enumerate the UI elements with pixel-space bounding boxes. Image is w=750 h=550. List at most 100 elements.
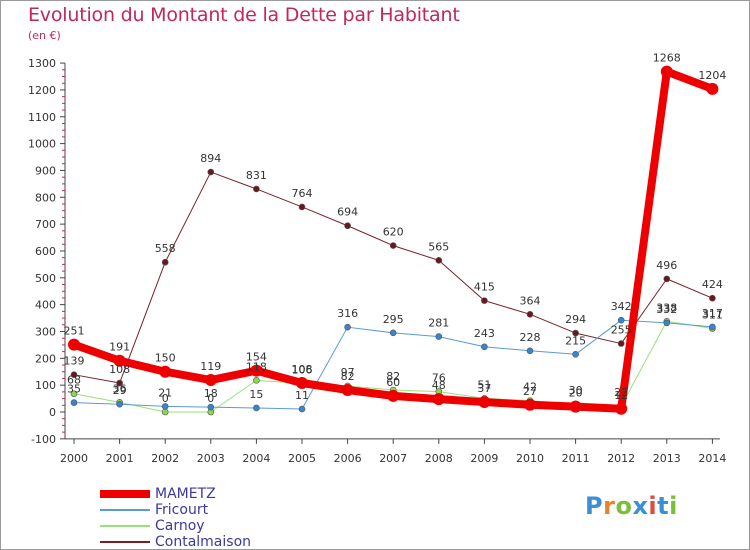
- data-label: 82: [386, 370, 400, 383]
- data-point: [387, 389, 400, 402]
- data-label: 342: [611, 300, 632, 313]
- x-tick-label: 2011: [562, 452, 590, 465]
- data-point: [481, 343, 488, 351]
- data-point: [161, 408, 169, 416]
- data-point: [298, 203, 306, 211]
- logo-letter: P: [585, 492, 604, 520]
- x-tick-label: 2006: [334, 452, 362, 465]
- data-label: 22: [614, 386, 628, 399]
- x-tick-label: 2001: [106, 452, 134, 465]
- data-label: 42: [523, 381, 537, 394]
- data-point: [617, 316, 625, 324]
- data-label: 364: [520, 294, 541, 307]
- data-label: 311: [702, 309, 723, 322]
- logo-letter: r: [603, 492, 616, 520]
- data-point: [572, 350, 579, 358]
- x-tick-label: 2013: [653, 452, 681, 465]
- data-label: 496: [656, 259, 677, 272]
- data-point: [116, 379, 123, 387]
- data-label: 332: [656, 303, 677, 316]
- data-label: 764: [292, 187, 313, 200]
- data-label: 620: [383, 226, 404, 239]
- data-label: 424: [702, 278, 723, 291]
- data-point: [481, 297, 488, 304]
- data-point: [298, 405, 306, 413]
- data-point: [341, 383, 354, 396]
- data-point: [617, 340, 625, 347]
- data-label: 1268: [653, 52, 681, 65]
- data-point: [709, 323, 716, 331]
- data-point: [663, 319, 671, 327]
- data-label: 565: [428, 240, 449, 253]
- x-tick-label: 2007: [379, 452, 407, 465]
- logo-letter: o: [615, 492, 633, 520]
- data-point: [709, 294, 716, 302]
- data-label: 294: [565, 313, 586, 326]
- x-tick-label: 2005: [288, 452, 316, 465]
- data-label: 15: [249, 388, 263, 401]
- data-label: 51: [477, 378, 491, 391]
- x-tick-label: 2012: [607, 452, 635, 465]
- data-point: [569, 400, 582, 413]
- legend-swatch: [100, 525, 150, 527]
- data-label: 108: [109, 363, 130, 376]
- legend-swatch: [100, 541, 150, 543]
- data-label: 68: [67, 374, 81, 387]
- data-label: 316: [337, 307, 358, 320]
- data-point: [389, 329, 397, 337]
- y-tick-label: 800: [35, 191, 56, 204]
- data-label: 255: [611, 324, 632, 337]
- y-tick-label: 100: [35, 379, 56, 392]
- data-point: [435, 333, 443, 340]
- legend-label: MAMETZ: [155, 486, 216, 502]
- data-point: [161, 403, 169, 410]
- y-tick-label: 700: [35, 218, 56, 231]
- data-point: [432, 393, 445, 406]
- data-label: 21: [158, 386, 172, 399]
- data-label: 30: [569, 384, 583, 397]
- legend-label: Contalmaison: [155, 534, 252, 550]
- data-point: [663, 275, 671, 283]
- data-label: 106: [292, 364, 313, 377]
- data-point: [207, 168, 215, 176]
- x-tick-label: 2010: [516, 452, 544, 465]
- data-point: [344, 323, 351, 331]
- y-tick-label: 300: [35, 325, 56, 338]
- data-label: 12: [614, 389, 628, 402]
- data-point: [207, 403, 215, 411]
- proxiti-logo: Proxiti: [585, 492, 678, 520]
- data-label: 29: [113, 384, 127, 397]
- data-point: [572, 329, 579, 337]
- data-point: [161, 258, 169, 266]
- data-point: [344, 222, 351, 230]
- data-label: 558: [155, 242, 176, 255]
- data-label: 97: [341, 366, 355, 379]
- data-label: 0: [162, 392, 169, 405]
- y-tick-label: 900: [35, 164, 56, 177]
- chart-unit-label: (en €): [28, 29, 61, 42]
- y-tick-label: 200: [35, 352, 56, 365]
- y-tick-label: 1300: [28, 57, 56, 70]
- x-tick-label: 2014: [698, 452, 726, 465]
- data-point: [478, 396, 491, 409]
- data-point: [250, 364, 263, 377]
- data-point: [113, 354, 126, 367]
- data-label: 338: [656, 301, 677, 314]
- y-tick-label: -100: [31, 433, 56, 446]
- x-tick-label: 2009: [470, 452, 498, 465]
- data-label: 215: [565, 334, 586, 347]
- data-point: [70, 399, 78, 406]
- data-point: [204, 374, 217, 387]
- data-label: 11: [295, 389, 309, 402]
- data-label: 76: [432, 372, 446, 385]
- data-label: 154: [246, 351, 267, 364]
- legend-swatch: [100, 490, 150, 498]
- data-point: [68, 338, 80, 351]
- data-point: [615, 402, 628, 415]
- legend-label: Carnoy: [155, 518, 205, 534]
- data-label: 139: [64, 355, 85, 368]
- data-label: 317: [702, 307, 723, 320]
- data-point: [159, 365, 172, 378]
- data-label: 36: [113, 382, 127, 395]
